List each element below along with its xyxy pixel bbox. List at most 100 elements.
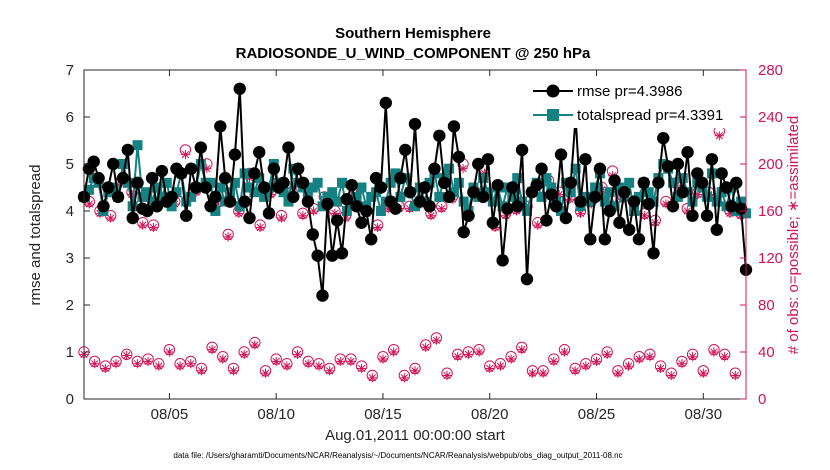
obs-assimilated-marker	[314, 361, 324, 371]
obs-assimilated-marker	[218, 354, 228, 364]
obs-assimilated-marker	[308, 206, 319, 216]
obs-assimilated-marker	[559, 347, 570, 357]
obs-assimilated-marker	[570, 366, 580, 376]
spread-point	[395, 191, 406, 202]
y-right-tick-label: 200	[758, 156, 783, 173]
y-left-tick-label: 4	[66, 203, 74, 220]
obs-assimilated-marker	[645, 352, 655, 362]
rmse-point	[442, 190, 456, 204]
obs-assimilated-marker	[634, 354, 644, 364]
spread-point	[156, 191, 167, 202]
obs-assimilated-marker	[453, 352, 463, 362]
rmse-point	[452, 150, 466, 164]
y-axis-right-ticks: 0 40 80 120 160 200 240 280	[740, 62, 783, 408]
obs-assimilated-marker	[228, 366, 239, 376]
rmse-point	[467, 186, 480, 199]
obs-assimilated-marker	[565, 194, 575, 204]
obs-assimilated-marker	[405, 204, 415, 214]
obs-assimilated-marker	[303, 359, 313, 369]
obs-assimilated-marker	[383, 204, 393, 214]
rmse-point	[267, 162, 281, 175]
rmse-point	[107, 157, 120, 171]
rmse-point	[549, 200, 563, 213]
obs-assimilated-marker	[655, 363, 666, 374]
obs-assimilated-marker	[335, 356, 345, 366]
rmse-point	[515, 143, 529, 157]
obs-assimilated-marker	[639, 211, 650, 221]
spread-point	[687, 196, 698, 207]
obs-assimilated-marker	[602, 349, 612, 359]
spread-point	[210, 206, 221, 216]
obs-assimilated-marker	[250, 340, 260, 350]
x-axis-ticks: 08/05 08/10 08/15 08/20 08/25 08/30	[151, 70, 722, 423]
obs-assimilated-marker	[682, 206, 692, 216]
spread-point	[507, 191, 518, 202]
spread-point	[624, 177, 635, 188]
spread-point	[478, 173, 489, 184]
rmse-point	[209, 190, 222, 204]
obs-assimilated-marker	[100, 363, 110, 374]
obs-assimilated-marker	[186, 359, 196, 369]
spread-point	[239, 168, 250, 179]
obs-assimilated-marker	[223, 232, 233, 242]
y-axis-left-label: rmse and totalspread	[27, 165, 44, 306]
rmse-point	[681, 146, 694, 159]
obs-assimilated-marker	[202, 164, 212, 174]
rmse-point	[627, 195, 641, 208]
obs-assimilated-marker	[714, 131, 724, 141]
rmse-point	[364, 233, 378, 246]
y-left-tick-label: 6	[66, 109, 74, 126]
rmse-point	[554, 148, 568, 161]
rmse-point	[350, 200, 363, 213]
rmse-point	[540, 214, 553, 227]
rmse-point	[150, 200, 164, 213]
spread-point	[122, 177, 133, 188]
rmse-point	[257, 181, 271, 194]
y-right-tick-label: 280	[758, 62, 783, 79]
rmse-point	[481, 153, 495, 166]
rmse-point	[720, 181, 733, 194]
rmse-point	[632, 233, 646, 246]
spread-point	[633, 191, 644, 202]
spread-point	[195, 159, 206, 169]
legend-spread-marker	[547, 109, 559, 121]
y-left-tick-label: 3	[66, 250, 74, 267]
spread-point	[229, 177, 240, 188]
spread-point	[117, 159, 128, 169]
rmse-point	[306, 228, 319, 241]
y-right-tick-label: 240	[758, 109, 783, 126]
rmse-point	[622, 223, 636, 236]
obs-assimilated-marker	[538, 368, 548, 378]
spread-point	[351, 191, 362, 202]
rmse-point	[686, 209, 699, 222]
rmse-point	[676, 186, 689, 199]
spread-point	[152, 182, 163, 193]
rmse-point	[335, 247, 349, 260]
rmse-point	[637, 176, 650, 189]
chart-subtitle: RADIOSONDE_U_WIND_COMPONENT @ 250 hPa	[236, 45, 591, 62]
obs-assimilated-marker	[623, 361, 634, 371]
spread-point	[483, 187, 494, 198]
obs-assimilated-marker	[260, 368, 271, 378]
legend-rmse-marker	[546, 84, 560, 98]
spread-point	[521, 206, 532, 216]
obs-assimilated-marker	[463, 349, 473, 359]
obs-assimilated-marker	[389, 347, 399, 357]
rmse-point	[671, 157, 685, 171]
spread-point	[604, 187, 615, 198]
rmse-point	[408, 117, 422, 131]
spread-point	[186, 191, 197, 202]
spread-point	[249, 187, 260, 198]
obs-assimilated-marker	[581, 361, 591, 371]
spread-point	[614, 182, 625, 193]
spread-point	[677, 173, 688, 184]
rmse-point	[496, 254, 509, 267]
rmse-point	[355, 216, 368, 229]
obs-assimilated-marker	[442, 370, 452, 381]
spread-point	[565, 187, 576, 198]
obs-assimilated-marker	[661, 199, 671, 209]
rmse-point	[311, 249, 324, 262]
x-axis-label: Aug.01,2011 00:00:00 start	[325, 427, 506, 444]
rmse-point	[613, 216, 626, 229]
obs-assimilated-marker	[196, 366, 207, 376]
